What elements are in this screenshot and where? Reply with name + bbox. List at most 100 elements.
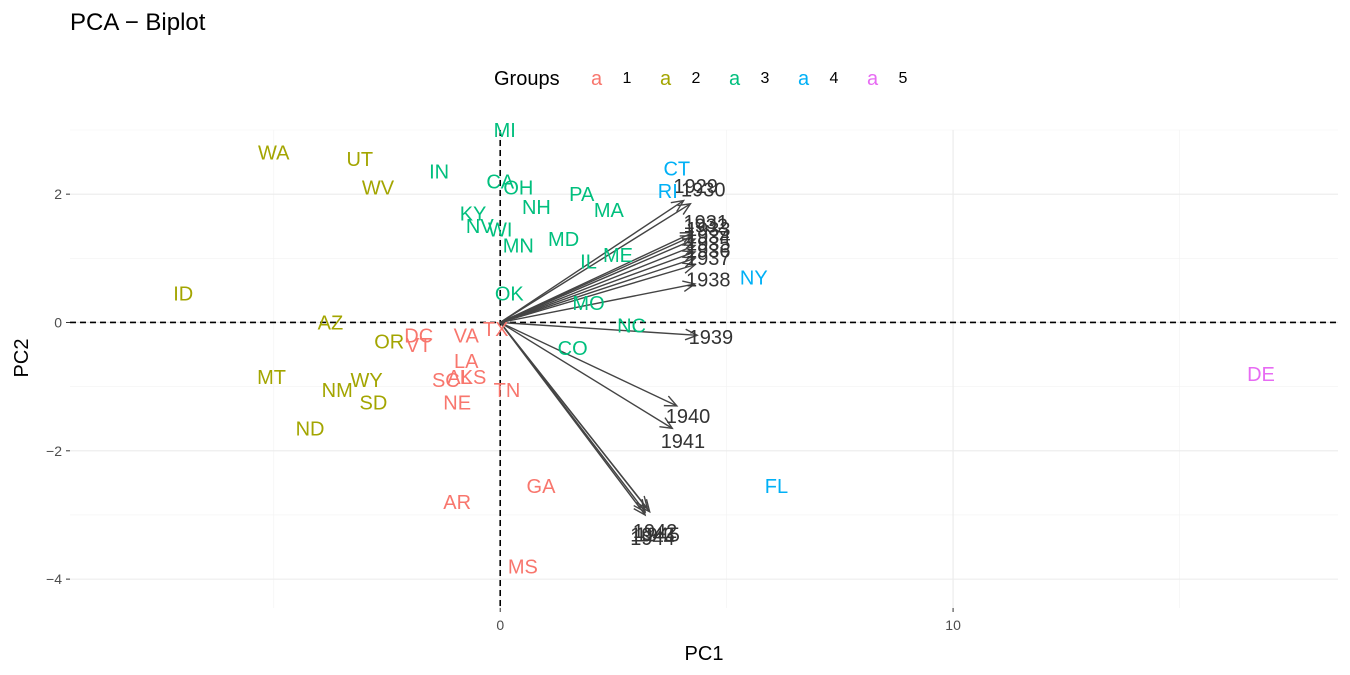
y-tick-label: 2 <box>54 186 62 202</box>
arrow-head-1945 <box>637 498 651 514</box>
point-label-VT: VT <box>406 335 432 357</box>
point-label-ND: ND <box>296 418 325 440</box>
legend-label-3: 3 <box>761 70 770 87</box>
point-label-IN: IN <box>429 162 449 184</box>
loading-label-1934: 1934 <box>686 226 731 248</box>
point-label-WI: WI <box>488 219 512 241</box>
loading-label-1942: 1942 <box>633 521 678 543</box>
x-axis-title: PC1 <box>685 643 724 665</box>
arrow-head-1940 <box>663 395 679 407</box>
point-label-AR: AR <box>443 492 471 514</box>
loading-arrow-1940 <box>499 321 678 407</box>
loading-label-1931: 1931 <box>684 212 729 234</box>
point-label-PA: PA <box>569 184 595 206</box>
point-label-IL: IL <box>580 252 597 274</box>
loading-label-1930: 1930 <box>681 180 726 202</box>
point-label-NY: NY <box>740 268 768 290</box>
loading-label-1929: 1929 <box>673 176 718 198</box>
point-label-AL: AL <box>447 367 471 389</box>
loading-arrow-1944 <box>499 322 646 516</box>
loading-label-1940: 1940 <box>666 406 711 428</box>
loading-label-1944: 1944 <box>630 528 675 550</box>
legend-label-5: 5 <box>899 70 908 87</box>
arrow-head-1937 <box>681 262 697 274</box>
point-label-MA: MA <box>594 200 625 222</box>
axes: 0 10 −4 −2 0 2 <box>46 186 961 633</box>
point-label-WY: WY <box>351 370 383 392</box>
legend-key-4: a <box>798 68 810 90</box>
loading-arrow-1936 <box>499 257 696 324</box>
point-label-KS: KS <box>460 367 487 389</box>
point-label-DC: DC <box>404 325 433 347</box>
arrow-head-1939 <box>684 328 699 341</box>
point-label-NC: NC <box>617 316 646 338</box>
point-label-ME: ME <box>603 245 633 267</box>
point-label-NE: NE <box>443 393 471 415</box>
loading-arrow-1937 <box>500 264 696 324</box>
point-label-CA: CA <box>486 171 514 193</box>
point-label-NV: NV <box>466 216 494 238</box>
legend-key-3: a <box>729 68 741 90</box>
point-label-FL: FL <box>765 476 788 498</box>
loading-label-1938: 1938 <box>686 269 731 291</box>
loading-label-1932: 1932 <box>684 215 729 237</box>
loading-label-1941: 1941 <box>661 431 706 453</box>
point-label-TX: TX <box>483 319 509 341</box>
legend-key-2: a <box>660 68 672 90</box>
point-label-KY: KY <box>460 203 487 225</box>
loading-arrow-1933 <box>499 238 696 324</box>
point-label-WV: WV <box>362 178 395 200</box>
x-tick-label: 0 <box>496 617 504 633</box>
loading-label-1939: 1939 <box>689 327 734 349</box>
point-label-SD: SD <box>360 393 388 415</box>
point-label-CT: CT <box>663 158 690 180</box>
point-label-MN: MN <box>503 235 534 257</box>
point-label-TN: TN <box>494 380 521 402</box>
point-label-MD: MD <box>548 229 579 251</box>
loading-arrow-1935 <box>499 251 696 324</box>
legend-label-4: 4 <box>830 70 839 87</box>
loading-label-1943: 1943 <box>630 524 675 546</box>
x-tick-label: 10 <box>945 617 961 633</box>
legend-key-5: a <box>867 68 879 90</box>
point-label-VA: VA <box>454 325 480 347</box>
loading-arrow-1939 <box>500 321 698 337</box>
point-label-OR: OR <box>374 332 404 354</box>
loading-arrow-1941 <box>499 321 673 429</box>
loading-label-1937: 1937 <box>686 248 731 270</box>
point-label-GA: GA <box>527 476 557 498</box>
reference-lines <box>70 130 1338 608</box>
point-label-RI: RI <box>658 181 678 203</box>
y-tick-label: −2 <box>46 443 62 459</box>
loading-arrow-1934 <box>499 244 696 324</box>
point-label-OH: OH <box>503 178 533 200</box>
y-axis-title: PC2 <box>11 339 33 378</box>
arrow-head-1929 <box>670 199 686 212</box>
loading-arrow-1930 <box>499 203 691 324</box>
point-label-MI: MI <box>494 120 516 142</box>
loading-arrow-1929 <box>499 199 685 324</box>
legend-key-1: a <box>591 68 603 90</box>
loading-label-1935: 1935 <box>686 233 731 255</box>
point-label-LA: LA <box>454 351 479 373</box>
arrow-head-1941 <box>659 417 674 430</box>
arrow-head-1938 <box>682 280 697 293</box>
loading-arrow-1938 <box>500 283 696 324</box>
legend-label-2: 2 <box>692 70 701 87</box>
point-label-NH: NH <box>522 197 551 219</box>
loading-label-1936: 1936 <box>686 241 731 263</box>
loading-arrows <box>499 199 699 517</box>
point-label-UT: UT <box>346 149 373 171</box>
point-label-ID: ID <box>173 284 193 306</box>
y-tick-label: −4 <box>46 571 62 587</box>
point-label-CO: CO <box>558 338 588 360</box>
loading-label-1933: 1933 <box>686 219 731 241</box>
chart-title: PCA − Biplot <box>70 9 206 36</box>
legend: Groups a 1 a 2 a 3 a 4 a 5 <box>494 68 908 90</box>
point-label-SC: SC <box>432 370 460 392</box>
point-label-DE: DE <box>1247 364 1275 386</box>
arrow-head-1930 <box>677 202 692 215</box>
legend-label-1: 1 <box>623 70 632 87</box>
